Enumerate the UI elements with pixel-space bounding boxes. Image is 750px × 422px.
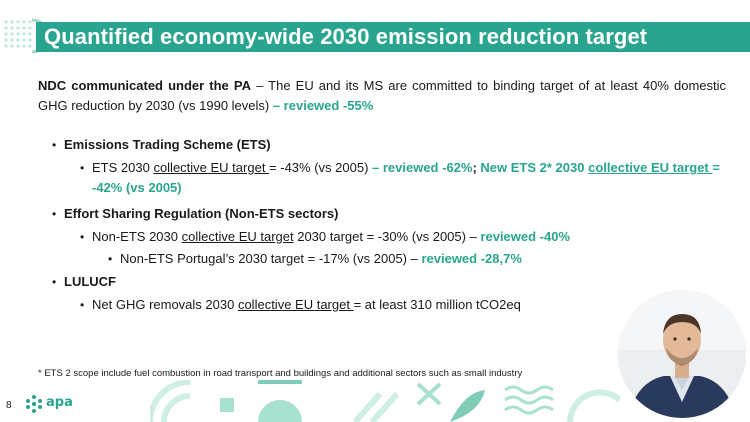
- bullet-dot: •: [52, 207, 57, 221]
- intro-paragraph: NDC communicated under the PA – The EU a…: [38, 76, 726, 116]
- esr-reviewed: reviewed -40%: [480, 229, 571, 244]
- intro-bold: NDC communicated under the PA: [38, 78, 251, 93]
- esr-pt-text: Non-ETS Portugal’s 2030 target = -17% (v…: [120, 251, 422, 266]
- apa-logo: apa: [24, 394, 84, 416]
- logo-text: apa: [46, 395, 73, 410]
- esr-portugal: Non-ETS Portugal’s 2030 target = -17% (v…: [120, 249, 522, 269]
- decorative-footer-shapes: [150, 380, 620, 422]
- slide-title: Quantified economy-wide 2030 emission re…: [44, 24, 648, 49]
- esr-t2: 2030 target = -30% (vs 2005) –: [293, 229, 481, 244]
- esr-heading: Effort Sharing Regulation (Non-ETS secto…: [64, 206, 339, 221]
- esr-detail: Non-ETS 2030 collective EU target 2030 t…: [92, 227, 570, 247]
- ets2-text: New ETS 2* 2030: [480, 160, 589, 175]
- footnote: * ETS 2 scope include fuel combustion in…: [38, 368, 523, 379]
- ets2-target: = -42% (vs 2005): [92, 160, 720, 195]
- lulucf-heading: LULUCF: [64, 274, 116, 289]
- lulucf-underlined: collective EU target: [237, 297, 354, 312]
- title-bar: Quantified economy-wide 2030 emission re…: [36, 22, 750, 52]
- page-number: 8: [6, 400, 12, 411]
- ets-reviewed: – reviewed -62%: [372, 160, 473, 175]
- intro-highlight: – reviewed -55%: [272, 98, 374, 113]
- bullet-dot: •: [80, 298, 85, 312]
- intro-text: – The EU and its MS are committed to bin…: [38, 78, 726, 113]
- ets-t2: = -43% (vs 2005): [269, 160, 373, 175]
- bullet-dot: •: [80, 161, 85, 175]
- ets-separator: ;: [472, 160, 481, 175]
- bullet-dot: •: [52, 275, 57, 289]
- ets2-underlined: collective EU target: [588, 160, 713, 175]
- lulucf-t1: Net GHG removals 2030: [92, 297, 238, 312]
- lulucf-detail: Net GHG removals 2030 collective EU targ…: [92, 295, 521, 315]
- logo-dots-icon: [26, 395, 42, 413]
- presenter-webcam: [618, 290, 746, 418]
- esr-t1: Non-ETS 2030: [92, 229, 182, 244]
- lulucf-t2: = at least 310 million tCO2eq: [353, 297, 521, 312]
- bullet-dot: •: [80, 230, 85, 244]
- presenter-image: [618, 290, 746, 418]
- bullet-dot: •: [52, 138, 57, 152]
- ets-t1: ETS 2030: [92, 160, 154, 175]
- esr-t1-underlined: collective EU target: [181, 229, 294, 244]
- ets-heading: Emissions Trading Scheme (ETS): [64, 137, 271, 152]
- bullet-dot: •: [108, 252, 113, 266]
- esr-pt-reviewed: reviewed -28,7%: [421, 251, 522, 266]
- ets-detail: ETS 2030 collective EU target = -43% (vs…: [92, 158, 750, 198]
- ets-t1-underlined: collective EU target: [153, 160, 270, 175]
